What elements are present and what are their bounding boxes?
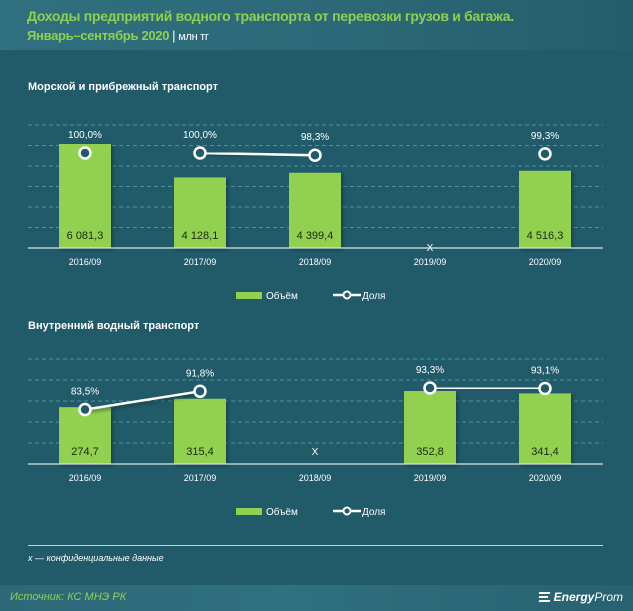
chart2-share-marker <box>78 402 92 417</box>
chart2-bar-value-label: 341,4 <box>531 446 559 458</box>
unit-label: млн тг <box>178 31 209 43</box>
source-label: Источник: КС МНЭ РК <box>10 591 127 603</box>
chart-title: Доходы предприятий водного транспорта от… <box>27 8 514 24</box>
chart2-legend-volume-label: Объём <box>266 506 298 518</box>
chart1-share-value-label: 98,3% <box>301 132 329 143</box>
chart2-share-marker <box>193 384 207 399</box>
chart2-bar-value-label: 274,7 <box>71 446 99 458</box>
energyprom-logo: Energy Prom <box>538 590 623 604</box>
chart1-bar-value-label: 6 081,3 <box>67 230 104 242</box>
chart1-share-marker <box>538 147 552 161</box>
footer-band: Источник: КС МНЭ РК Energy Prom <box>0 585 633 611</box>
chart1-x-tick-label: 2018/09 <box>299 257 332 267</box>
chart2-x-tick-label: 2020/09 <box>529 473 562 483</box>
chart2-share-value-label: 83,5% <box>71 387 99 398</box>
chart1-legend-volume-swatch <box>236 292 262 299</box>
chart1-bar <box>59 144 111 248</box>
chart1-share-marker <box>308 148 322 162</box>
header-band: Доходы предприятий водного транспорта от… <box>0 0 633 50</box>
chart2-bar <box>519 393 571 464</box>
footnote-divider <box>28 545 603 546</box>
chart1-share-marker <box>78 146 92 160</box>
period-label: Январь–сентябрь 2020 <box>27 28 170 43</box>
chart1-share-value-label: 99,3% <box>531 131 559 142</box>
chart-subtitle: Январь–сентябрь 2020 | млн тг <box>27 28 209 43</box>
chart2-share-value-label: 93,1% <box>531 365 559 376</box>
chart1-share-line-segment <box>199 151 316 157</box>
logo-text-light: Prom <box>594 590 623 604</box>
chart1-bar <box>519 170 571 248</box>
chart1-bar-value-label: 4 516,3 <box>527 230 564 242</box>
chart1-x-tick-label: 2016/09 <box>69 257 102 267</box>
chart2-share-marker <box>538 381 552 396</box>
chart2-share-marker <box>423 381 437 395</box>
chart1-x-tick-label: 2019/09 <box>414 257 447 267</box>
chart1-share-marker <box>193 146 207 160</box>
chart1-share-value-label: 100,0% <box>68 130 102 141</box>
chart2-legend-share-marker <box>342 506 352 516</box>
chart2-bar <box>59 407 111 464</box>
chart2-confidential-marker: X <box>312 447 319 458</box>
chart1-legend-volume-label: Объём <box>266 290 298 302</box>
energyprom-logo-icon <box>538 591 551 603</box>
chart2-bar-value-label: 315,4 <box>186 446 214 458</box>
chart2-legend-volume-swatch <box>236 508 262 515</box>
chart1-title: Морской и прибрежный транспорт <box>28 81 219 93</box>
chart1-x-tick-label: 2020/09 <box>529 257 562 267</box>
chart1-x-tick-label: 2017/09 <box>184 257 217 267</box>
chart1-share-value-label: 100,0% <box>183 130 217 141</box>
chart2-x-tick-label: 2018/09 <box>299 473 332 483</box>
chart1-bar-value-label: 4 399,4 <box>297 230 334 242</box>
chart2-share-value-label: 93,3% <box>416 365 444 376</box>
chart2-bar <box>404 391 456 464</box>
chart1-bar-value-label: 4 128,1 <box>182 230 219 242</box>
chart1-bar <box>289 172 341 248</box>
chart2-bar-value-label: 352,8 <box>416 446 444 458</box>
chart2-bar <box>174 398 226 464</box>
chart2-x-tick-label: 2016/09 <box>69 473 102 483</box>
chart2-x-tick-label: 2017/09 <box>184 473 217 483</box>
footnote: x — конфиденциальные данные <box>28 553 164 563</box>
chart1-legend-share-label: Доля <box>362 291 385 302</box>
title-separator: | <box>172 28 176 43</box>
chart2-share-line-segment <box>84 390 201 411</box>
chart1-legend-share-marker <box>342 290 352 300</box>
chart1-bar <box>174 177 226 248</box>
chart2-legend-share-label: Доля <box>362 507 385 518</box>
chart2-share-value-label: 91,8% <box>186 368 214 379</box>
chart2-title: Внутренний водный транспорт <box>28 320 200 332</box>
logo-text-bold: Energy <box>553 590 595 604</box>
chart2-x-tick-label: 2019/09 <box>414 473 447 483</box>
